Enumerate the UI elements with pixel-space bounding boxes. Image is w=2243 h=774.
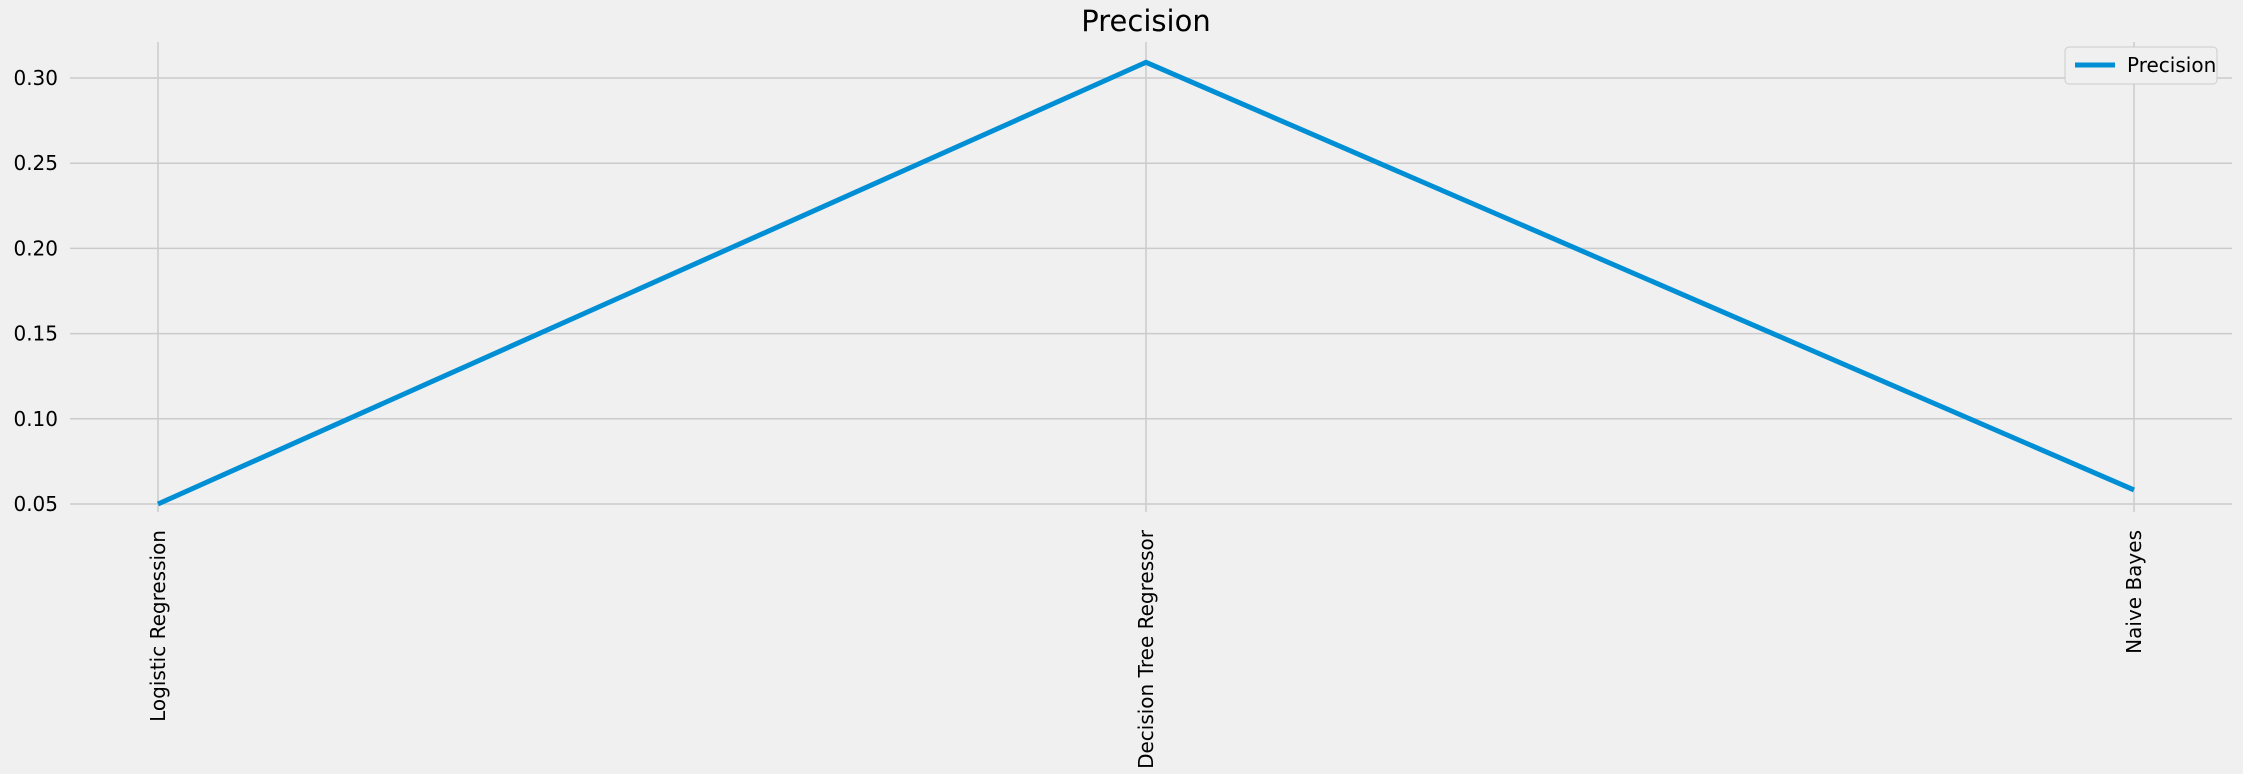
y-axis-tick-labels: 0.05 0.10 0.15 0.20 0.25 0.30 xyxy=(13,66,58,516)
y-gridlines xyxy=(70,77,2232,505)
legend-frame xyxy=(2064,46,2218,85)
legend-label-precision: Precision xyxy=(2127,53,2216,77)
y-tick-label: 0.20 xyxy=(13,236,58,260)
y-tick-label: 0.10 xyxy=(13,407,58,431)
x-tick-label: Decision Tree Regressor xyxy=(1134,529,1158,769)
x-gridlines xyxy=(157,42,2135,512)
series-lines xyxy=(156,59,2135,507)
x-tick-label: Naive Bayes xyxy=(2122,530,2146,654)
y-tick-label: 0.30 xyxy=(13,66,58,90)
legend: Precision xyxy=(2064,46,2218,85)
series-line-precision xyxy=(156,59,2135,507)
y-tick-label: 0.25 xyxy=(13,151,58,175)
y-tick-label: 0.15 xyxy=(13,322,58,346)
y-tick-label: 0.05 xyxy=(13,492,58,516)
chart-title: Precision xyxy=(1081,4,1210,38)
x-axis-tick-labels: Logistic Regression Decision Tree Regress… xyxy=(146,529,2146,769)
x-tick-label: Logistic Regression xyxy=(146,530,170,722)
